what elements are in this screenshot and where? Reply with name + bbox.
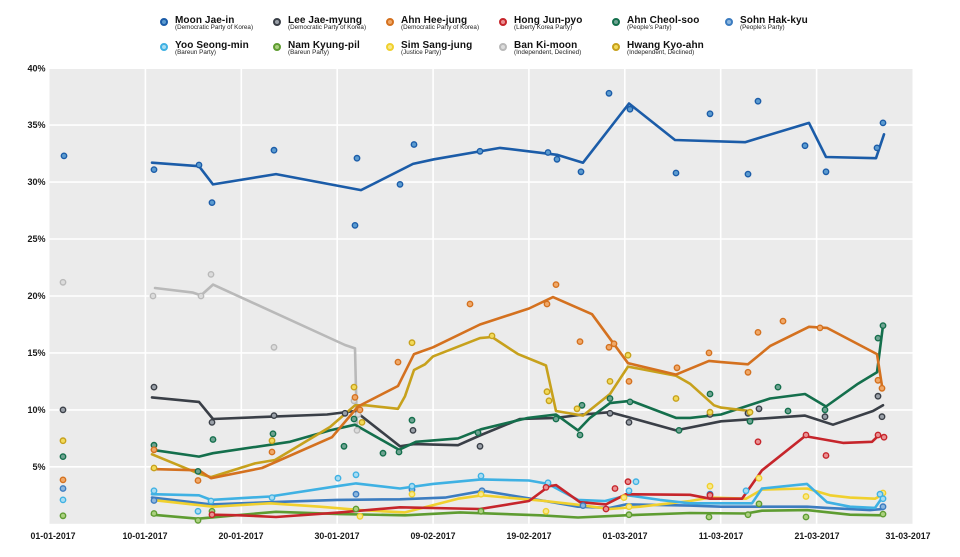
svg-text:35%: 35%: [27, 120, 45, 130]
svg-text:30%: 30%: [27, 177, 45, 187]
svg-text:11-03-2017: 11-03-2017: [699, 531, 744, 541]
svg-text:30-01-2017: 30-01-2017: [315, 531, 360, 541]
svg-text:15%: 15%: [27, 348, 45, 358]
svg-text:20%: 20%: [27, 291, 45, 301]
svg-text:31-03-2017: 31-03-2017: [886, 531, 931, 541]
svg-text:40%: 40%: [27, 63, 45, 73]
svg-text:20-01-2017: 20-01-2017: [219, 531, 264, 541]
svg-text:10-01-2017: 10-01-2017: [123, 531, 168, 541]
svg-text:21-03-2017: 21-03-2017: [795, 531, 840, 541]
svg-text:5%: 5%: [32, 462, 45, 472]
svg-text:10%: 10%: [27, 405, 45, 415]
svg-text:01-01-2017: 01-01-2017: [31, 531, 76, 541]
svg-text:09-02-2017: 09-02-2017: [411, 531, 456, 541]
svg-text:01-03-2017: 01-03-2017: [603, 531, 648, 541]
svg-text:19-02-2017: 19-02-2017: [507, 531, 552, 541]
svg-text:25%: 25%: [27, 234, 45, 244]
